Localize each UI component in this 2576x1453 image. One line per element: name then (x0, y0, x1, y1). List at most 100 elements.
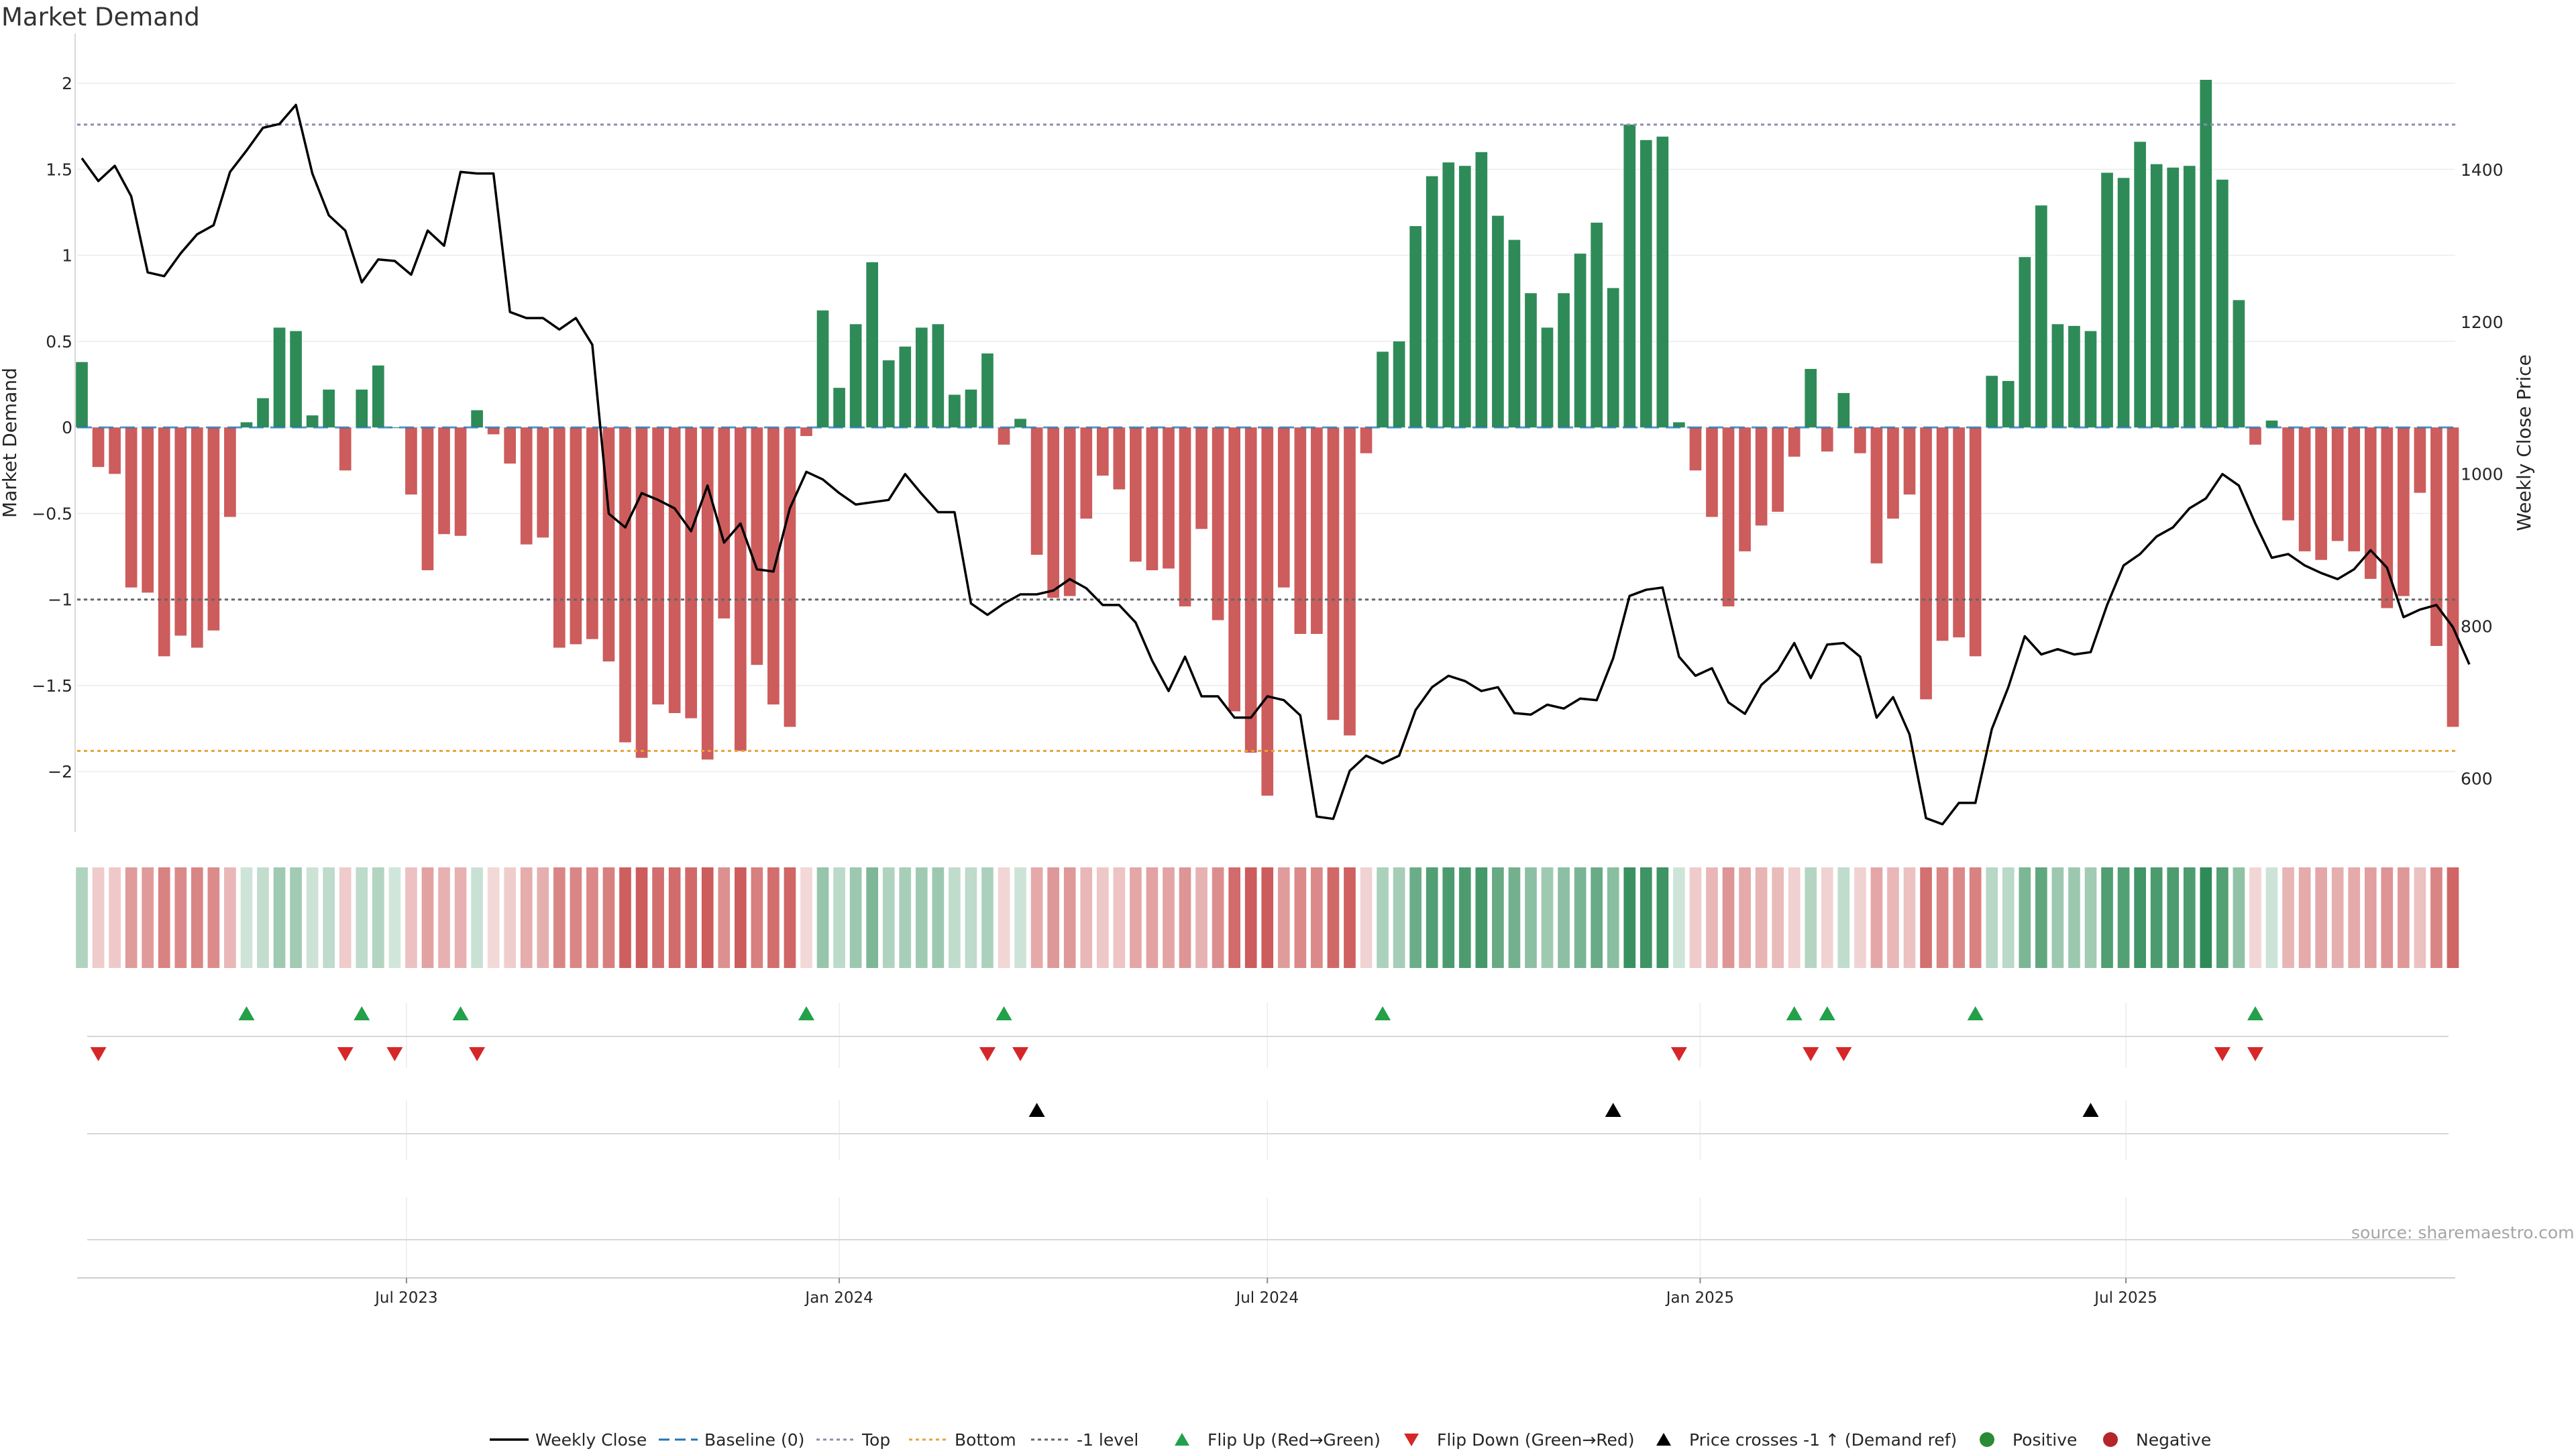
heat-cell (174, 867, 187, 968)
heat-cell (949, 867, 961, 968)
demand-bar (1591, 222, 1603, 428)
demand-bar (438, 427, 450, 535)
demand-bar (2216, 179, 2229, 428)
demand-bar (191, 427, 203, 648)
x-tick-label: Jan 2025 (1665, 1289, 1734, 1307)
demand-bar (965, 389, 977, 428)
flip-up-marker (354, 1006, 370, 1020)
heat-cell (2068, 867, 2080, 968)
demand-bar (2019, 257, 2031, 428)
demand-bar (2298, 427, 2311, 551)
heat-cell (2249, 867, 2261, 968)
heat-cell (438, 867, 450, 968)
y-tick-label: −2 (48, 762, 72, 782)
heat-cell (1277, 867, 1290, 968)
demand-bar (1755, 427, 1768, 526)
flip-up-marker (1786, 1006, 1803, 1020)
heat-cell (2183, 867, 2196, 968)
heat-cell (1640, 867, 1652, 968)
heat-cell (2019, 867, 2031, 968)
heat-cell (784, 867, 796, 968)
heat-cell (833, 867, 845, 968)
heat-cell (1722, 867, 1735, 968)
demand-bar (1030, 427, 1043, 555)
heat-cell (1739, 867, 1751, 968)
demand-bar (2200, 80, 2212, 428)
legend-label: -1 level (1077, 1430, 1139, 1450)
heat-cell (224, 867, 236, 968)
demand-bar (1805, 368, 1817, 428)
demand-bar (1623, 124, 1636, 428)
demand-bar (405, 427, 417, 495)
demand-bar (290, 331, 302, 428)
flip-down-marker (1012, 1047, 1029, 1061)
heat-cell (125, 867, 138, 968)
demand-bar (751, 427, 763, 665)
heat-cell (109, 867, 121, 968)
legend-swatch-icon (490, 1438, 529, 1441)
demand-bar (1063, 427, 1076, 596)
y2-tick-label: 600 (2461, 769, 2493, 789)
demand-bar (537, 427, 549, 538)
demand-bar (1277, 427, 1290, 588)
source-note: source: sharemaestro.com (2351, 1223, 2575, 1242)
y-tick-label: 1.5 (46, 160, 72, 179)
y-tick-label: 2 (62, 74, 72, 93)
demand-bar (915, 327, 928, 428)
heat-cell (1426, 867, 1438, 968)
demand-bar (1903, 427, 1916, 495)
demand-bar (2183, 166, 2196, 428)
x-tick-label: Jul 2023 (374, 1289, 438, 1307)
heat-cell (1212, 867, 1224, 968)
y2-tick-label: 1200 (2461, 313, 2504, 332)
legend-swatch-icon (1175, 1433, 1189, 1446)
legend-item: Price crosses -1 ↑ (Demand ref) (1642, 1426, 1957, 1453)
heat-cell (2134, 867, 2146, 968)
demand-bar (849, 324, 862, 428)
demand-bar (767, 427, 780, 705)
flip-down-marker (90, 1047, 107, 1061)
heat-cell (1986, 867, 1998, 968)
heat-cell (1541, 867, 1554, 968)
demand-bar (142, 427, 154, 593)
demand-bar (2101, 172, 2113, 428)
legend-swatch-icon (659, 1438, 698, 1441)
heat-cell (1030, 867, 1043, 968)
heat-cell (2282, 867, 2294, 968)
heat-cell (1344, 867, 1356, 968)
demand-bar (471, 410, 483, 428)
demand-bar (1080, 427, 1093, 519)
demand-bar (1475, 152, 1488, 428)
legend-swatch-icon (816, 1438, 855, 1441)
demand-bar (1393, 341, 1405, 428)
demand-bar (1574, 254, 1587, 428)
demand-bar (816, 310, 829, 428)
heat-cell (1195, 867, 1208, 968)
heat-cell (2167, 867, 2180, 968)
heat-cell (849, 867, 862, 968)
demand-bar (1426, 176, 1438, 428)
heat-cell (2101, 867, 2113, 968)
weekly-close-line (80, 103, 2471, 826)
heat-cell (1574, 867, 1587, 968)
demand-bar (718, 427, 731, 618)
y2-axis-label: Weekly Close Price (2513, 354, 2535, 531)
demand-bar (1986, 376, 1998, 428)
heat-cell (1080, 867, 1093, 968)
y-tick-label: −1.5 (32, 676, 72, 696)
demand-bar (2364, 427, 2377, 579)
heat-cell (2084, 867, 2097, 968)
heat-cell (701, 867, 714, 968)
heat-cell (2216, 867, 2229, 968)
heat-cell (372, 867, 384, 968)
heat-cell (323, 867, 335, 968)
heat-cell (1607, 867, 1619, 968)
flip-down-marker (386, 1047, 403, 1061)
legend-label: Flip Up (Red→Green) (1208, 1430, 1381, 1450)
heat-cell (998, 867, 1010, 968)
demand-bar (2035, 205, 2047, 428)
flip-up-marker (798, 1006, 814, 1020)
demand-bar (833, 388, 845, 428)
heat-cell (1475, 867, 1488, 968)
